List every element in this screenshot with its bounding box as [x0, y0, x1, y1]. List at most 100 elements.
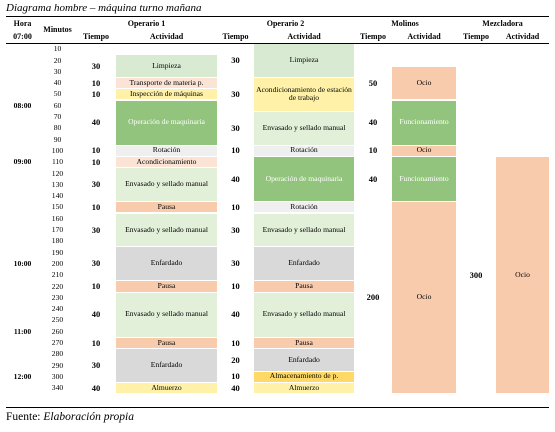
molinos-activity: Ocio	[392, 145, 456, 157]
molinos-activity: Funcionamiento	[392, 157, 456, 203]
minute-cell: 200	[51, 258, 64, 268]
operario1-activity: Limpieza	[116, 55, 217, 78]
operario1-time: 30	[91, 258, 101, 269]
minute-cell: 40	[53, 78, 62, 88]
hour-label: 10:00	[13, 258, 32, 268]
table-header-rule	[6, 43, 549, 44]
operario1-activity: Envasado y sellado manual	[116, 168, 217, 203]
operario1-time: 10	[91, 77, 101, 88]
molinos-time: 40	[368, 173, 378, 184]
hour-label: 08:00	[13, 100, 32, 110]
operario1-time	[76, 44, 116, 55]
subheader-actividad: Actividad	[149, 31, 184, 41]
subheader-tiempo: Tiempo	[462, 31, 490, 41]
operario2-time: 20	[231, 354, 240, 365]
operario1-time: 40	[91, 117, 101, 128]
molinos-activity: Ocio	[392, 66, 456, 101]
operario1-activity: Pausa	[116, 337, 217, 350]
minute-cell: 90	[53, 134, 62, 144]
molinos-time: 40	[368, 117, 378, 128]
operario2-activity: Rotación	[254, 202, 354, 214]
header-minutos: Minutos	[43, 25, 72, 35]
operario2-activity: Pausa	[254, 337, 354, 350]
operario1-activity: Enfardado	[116, 349, 217, 383]
operario2-time: 40	[231, 383, 240, 393]
minute-cell: 270	[51, 338, 64, 348]
operario2-activity: Envasado y sellado manual	[254, 213, 354, 248]
operario2-time: 30	[231, 224, 240, 235]
minute-cell: 120	[51, 168, 64, 178]
subheader-actividad: Actividad	[505, 31, 540, 41]
operario2-time: 30	[231, 55, 240, 66]
header-operario-2: Operario 2	[266, 18, 305, 28]
molinos-time: 200	[366, 292, 380, 303]
hour-label: 12:00	[13, 371, 32, 381]
molinos-time: 50	[368, 77, 378, 88]
operario2-time: 10	[231, 281, 240, 292]
molinos-activity	[392, 44, 456, 67]
operario1-time: 10	[91, 202, 101, 212]
table-bottom-rule	[6, 407, 549, 408]
mezcladora-activity	[496, 44, 549, 157]
minute-cell: 150	[51, 202, 64, 212]
minute-cell: 140	[51, 191, 64, 201]
subheader-actividad: Actividad	[407, 31, 441, 41]
minute-cell: 10	[53, 44, 62, 54]
operario1-time: 30	[91, 60, 101, 71]
molinos-time: 10	[368, 145, 378, 156]
subheader-tiempo: Tiempo	[82, 31, 110, 41]
operario1-activity: Inspección de máquinas	[116, 89, 217, 101]
minute-cell: 180	[51, 236, 64, 246]
operario2-activity: Limpieza	[254, 44, 354, 78]
operario1-time: 40	[91, 383, 101, 393]
minute-cell: 340	[51, 383, 64, 393]
mezcladora-activity: Ocio	[496, 157, 549, 395]
operario1-time: 10	[91, 157, 101, 167]
minute-cell: 170	[51, 225, 64, 235]
minute-cell: 60	[53, 100, 62, 110]
operario1-time: 10	[91, 337, 101, 348]
subheader-tiempo: Tiempo	[222, 31, 249, 41]
operario1-activity	[116, 44, 217, 56]
operario2-activity: Envasado y sellado manual	[254, 292, 354, 338]
operario2-activity: Acondicionamiento de estación de trabajo	[254, 77, 354, 112]
operario2-activity: Almuerzo	[254, 383, 354, 395]
operario2-time: 10	[231, 202, 240, 212]
operario1-time: 30	[91, 224, 101, 235]
operario1-activity: Acondicionamiento	[116, 157, 217, 169]
table-caption: Diagrama hombre – máquina turno mañana	[6, 2, 202, 14]
operario1-activity: Envasado y sellado manual	[116, 213, 217, 248]
operario1-activity: Pausa	[116, 281, 217, 293]
minute-cell: 50	[53, 89, 62, 99]
operario2-time: 10	[231, 371, 240, 382]
operario2-time: 10	[231, 337, 240, 348]
minute-cell: 300	[51, 371, 64, 381]
mezcladora-time	[456, 44, 496, 157]
operario2-time: 30	[231, 258, 240, 269]
operario2-activity: Enfardado	[254, 247, 354, 282]
mezcladora-time: 300	[469, 269, 483, 280]
table-top-rule	[6, 16, 549, 17]
source-label: Fuente:	[6, 411, 41, 423]
operario1-time: 10	[91, 89, 101, 99]
minute-cell: 240	[51, 304, 64, 314]
operario1-time: 30	[91, 360, 101, 371]
operario1-time: 30	[91, 179, 101, 190]
subheader-actividad: Actividad	[287, 31, 321, 41]
operario2-time: 30	[231, 122, 240, 133]
minute-cell: 290	[51, 360, 64, 370]
operario1-time: 10	[91, 281, 101, 292]
operario1-time: 40	[91, 309, 101, 320]
minute-cell: 210	[51, 270, 64, 280]
molinos-activity: Funcionamiento	[392, 100, 456, 146]
operario1-activity: Envasado y sellado manual	[116, 292, 217, 338]
header-operario-1: Operario 1	[127, 18, 166, 28]
operario2-activity: Enfardado	[254, 349, 354, 372]
operario2-activity: Almacenamiento de p.	[254, 371, 354, 383]
operario1-activity: Transporte de materia p.	[116, 77, 217, 90]
minute-cell: 190	[51, 247, 64, 257]
hour-label: 11:00	[13, 326, 32, 336]
operario2-time: 40	[231, 309, 240, 320]
hour-label: 09:00	[13, 157, 32, 167]
operario2-time: 30	[231, 88, 240, 99]
